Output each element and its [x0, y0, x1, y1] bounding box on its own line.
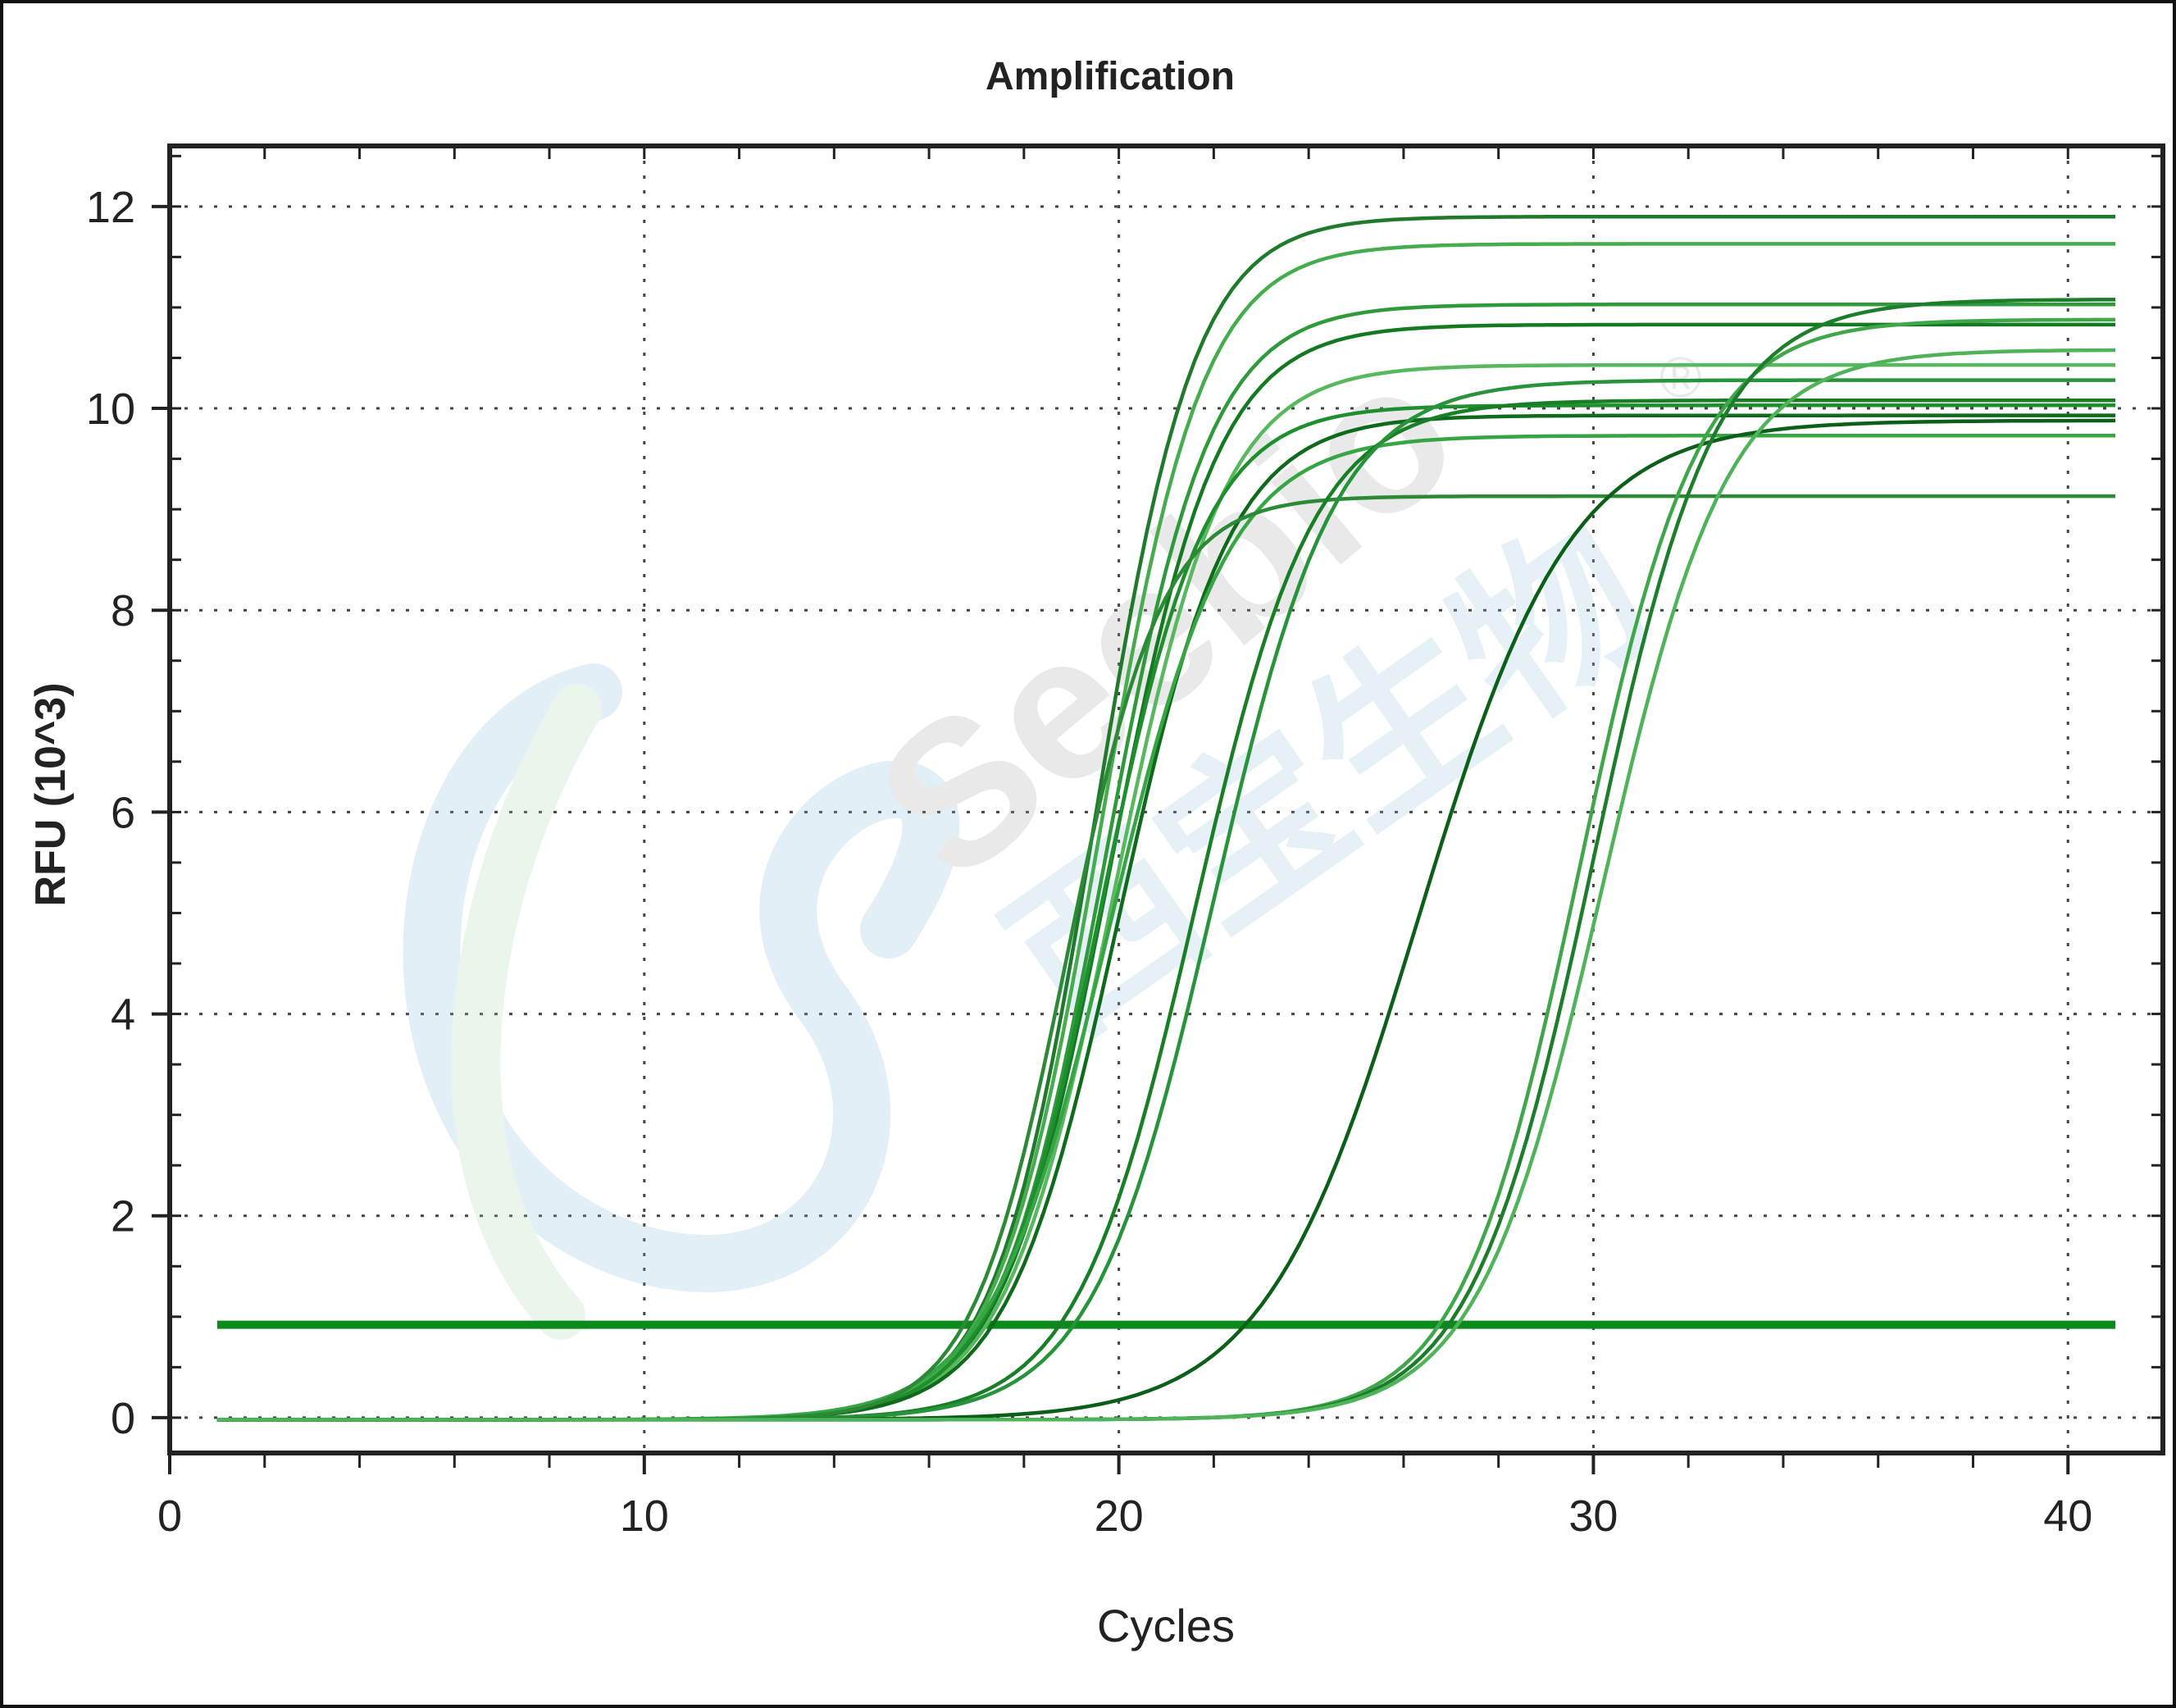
y-axis-label: RFU (10^3) [27, 682, 75, 906]
watermark-registered-mark: ® [1659, 345, 1702, 409]
x-tick-label: 10 [620, 1492, 669, 1541]
x-tick-label: 0 [157, 1492, 182, 1541]
x-tick-label: 30 [1568, 1492, 1618, 1541]
amplification-curves [216, 214, 2116, 1422]
y-tick-label: 2 [111, 1192, 135, 1241]
y-tick-label: 10 [86, 385, 135, 434]
amplification-curve [216, 348, 2116, 1422]
x-axis-ticks: 0 10 20 30 40 [157, 1453, 2092, 1541]
y-tick-label: 12 [86, 183, 135, 232]
watermark-logo-leaf [451, 684, 602, 1340]
y-tick-label: 0 [111, 1394, 135, 1443]
y-tick-label: 6 [111, 788, 135, 837]
x-tick-label: 20 [1095, 1492, 1144, 1541]
x-axis-label: Cycles [1097, 1600, 1235, 1651]
x-tick-label: 40 [2043, 1492, 2092, 1541]
y-tick-label: 4 [111, 991, 135, 1040]
chart-title: Amplification [986, 55, 1235, 98]
y-axis-ticks: 0 2 4 6 8 10 12 [86, 183, 170, 1443]
y-tick-label: 8 [111, 586, 135, 635]
watermark-logo-swirl [403, 663, 960, 1292]
